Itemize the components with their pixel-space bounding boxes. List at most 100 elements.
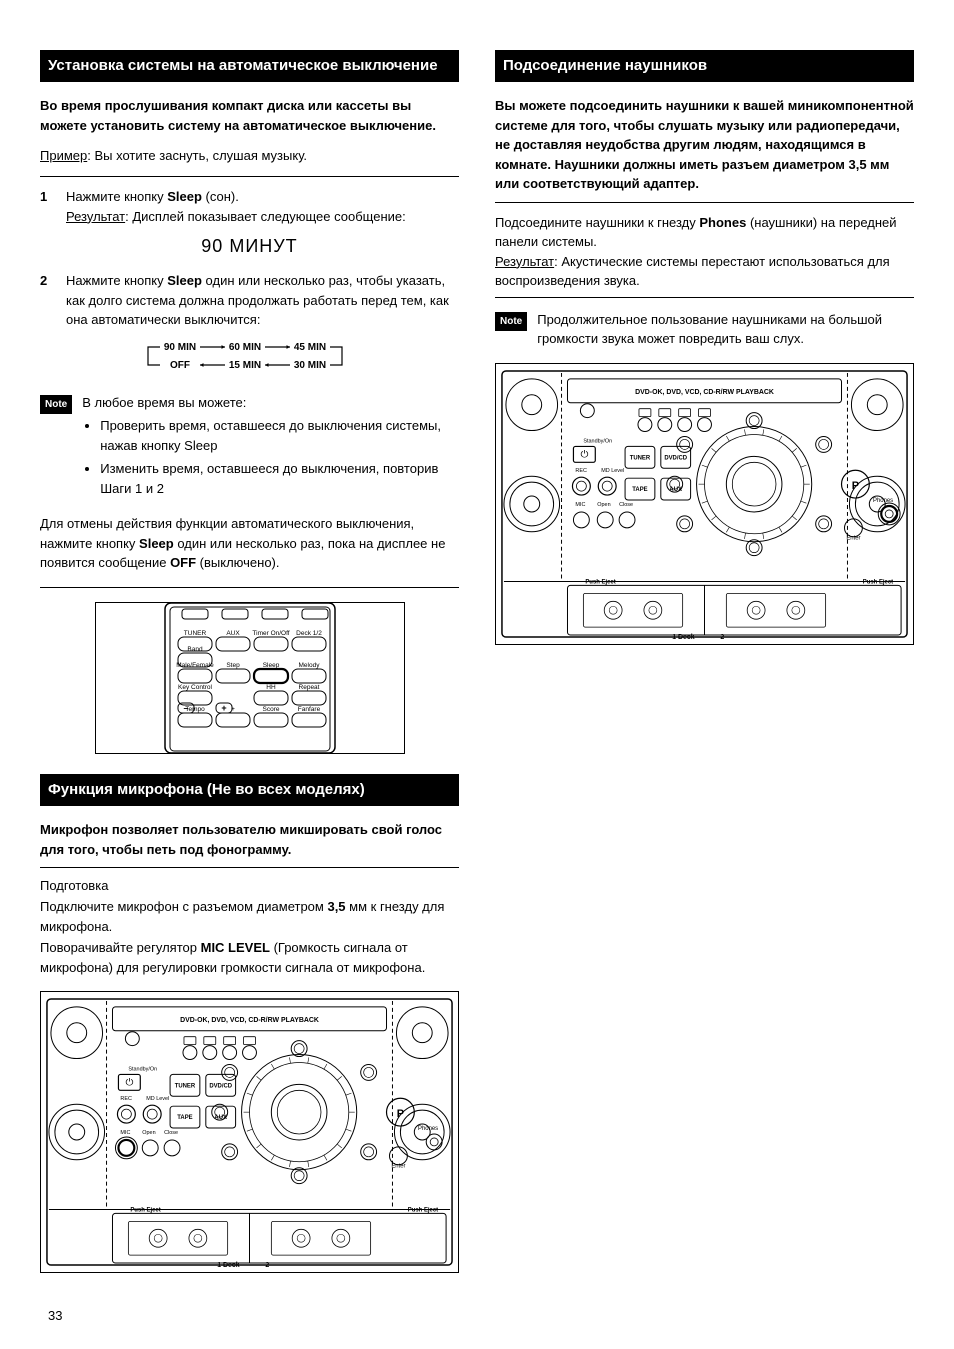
rule [40,587,459,588]
svg-text:⏻: ⏻ [580,449,588,460]
display-90min: 90 МИНУТ [40,236,459,257]
svg-text:45 MIN: 45 MIN [293,342,325,353]
svg-text:TAPE: TAPE [632,487,647,493]
step1-result: Результат: Дисплей показывает следующее … [66,207,459,227]
svg-text:Phones: Phones [418,1126,438,1132]
svg-text:Push Eject: Push Eject [585,579,615,585]
device-diagram-frame-right: DVD-OK, DVD, VCD, CD-R/RW PLAYBACK Standb… [495,363,914,645]
mic-body-1: Подключите микрофон с разъемом диаметром… [40,897,459,936]
result-label: Результат [66,209,125,224]
step2-sleep: Sleep [167,273,202,288]
svg-text:Push Eject: Push Eject [408,1207,438,1213]
cancel-e: (выключено). [196,555,279,570]
svg-text:TAPE: TAPE [177,1115,192,1121]
svg-text:Timer On/Off: Timer On/Off [252,630,289,637]
svg-text:MD Level: MD Level [146,1096,169,1102]
note-intro: В любое время вы можете: [82,395,246,410]
mic-intro: Микрофон позволяет пользователю микширов… [40,820,459,859]
svg-text:Open: Open [142,1130,155,1136]
hp-result-text: : Акустические системы перестают использ… [495,254,890,289]
svg-text:MD Level: MD Level [601,468,624,474]
svg-text:HH: HH [266,684,276,691]
svg-text:Sleep: Sleep [262,662,279,669]
svg-text:AUX: AUX [226,630,240,637]
hp-note-block: Note Продолжительное пользование наушник… [495,310,914,349]
svg-text:Standby/On: Standby/On [583,438,612,444]
svg-text:Close: Close [164,1130,178,1136]
svg-text:TUNER: TUNER [175,1083,196,1089]
svg-text:Push Eject: Push Eject [863,579,893,585]
hp-result-label: Результат [495,254,554,269]
cancel-text: Для отмены действия функции автоматическ… [40,514,459,573]
section-title-sleep: Установка системы на автоматическое выкл… [40,50,459,82]
section-title-mic: Функция микрофона (Не во всех моделях) [40,774,459,806]
svg-text:MIC: MIC [575,502,585,508]
mic-a: Подключите микрофон с разъемом диаметром [40,899,327,914]
note-item: Проверить время, оставшееся до выключени… [100,416,459,455]
svg-text:DVD-OK, DVD, VCD, CD-R/RW PLAY: DVD-OK, DVD, VCD, CD-R/RW PLAYBACK [180,1017,319,1024]
svg-text:1 Deck: 1 Deck [672,634,695,641]
svg-text:Push Eject: Push Eject [130,1207,160,1213]
svg-text:Open: Open [597,502,610,508]
svg-text:MIC: MIC [120,1130,130,1136]
step1-text-c: (сон). [202,189,239,204]
step-2: 2 Нажмите кнопку Sleep один или нескольк… [40,271,459,330]
headphones-intro: Вы можете подсоединить наушники к вашей … [495,96,914,194]
svg-text:Fanfare: Fanfare [297,706,320,713]
step2-text-a: Нажмите кнопку [66,273,167,288]
mic-body-2: Поворачивайте регулятор MIC LEVEL (Громк… [40,938,459,977]
cancel-b: Sleep [139,536,174,551]
svg-text:1 Deck: 1 Deck [217,1262,240,1269]
sleep-intro: Во время прослушивания компакт диска или… [40,96,459,135]
sleep-example: Пример: Вы хотите заснуть, слушая музыку… [40,148,459,163]
svg-text:DVD/CD: DVD/CD [664,455,687,461]
step1-text-a: Нажмите кнопку [66,189,167,204]
svg-text:Close: Close [619,502,633,508]
note-list: Проверить время, оставшееся до выключени… [82,416,459,498]
cancel-d: OFF [170,555,196,570]
example-label: Пример [40,148,87,163]
note-badge: Note [40,395,72,414]
rule [40,867,459,868]
svg-text:TUNER: TUNER [630,455,651,461]
svg-text:Step: Step [226,662,240,669]
svg-text:REC: REC [120,1096,132,1102]
result-text: : Дисплей показывает следующее сообщение… [125,209,406,224]
device-diagram-frame-left: DVD-OK, DVD, VCD, CD-R/RW PLAYBACK Standb… [40,991,459,1273]
headphones-step: Подсоедините наушники к гнезду Phones (н… [495,213,914,291]
note-item: Изменить время, оставшееся до выключения… [100,459,459,498]
hp-b: Phones [699,215,746,230]
mic-prep-label: Подготовка [40,878,459,893]
svg-text:⏻: ⏻ [125,1077,133,1088]
page-number: 33 [48,1308,62,1323]
svg-text:90 MIN: 90 MIN [163,342,195,353]
svg-text:Score: Score [262,706,279,713]
svg-text:DVD-OK, DVD, VCD, CD-R/RW PLAY: DVD-OK, DVD, VCD, CD-R/RW PLAYBACK [635,389,774,396]
svg-text:60 MIN: 60 MIN [228,342,260,353]
mic-b: 3,5 [327,899,345,914]
step1-sleep: Sleep [167,189,202,204]
svg-text:30 MIN: 30 MIN [293,360,325,371]
rule [495,297,914,298]
svg-text:Deck 1/2: Deck 1/2 [296,630,322,637]
svg-text:P: P [397,1108,404,1120]
sleep-cycle-diagram: 90 MIN60 MIN45 MINOFF15 MIN30 MIN [40,338,459,381]
note-badge: Note [495,312,527,331]
hp-a: Подсоедините наушники к гнезду [495,215,699,230]
svg-text:2: 2 [720,634,724,641]
rule [40,176,459,177]
svg-text:Standby/On: Standby/On [128,1066,157,1072]
svg-text:+: + [221,703,226,713]
svg-text:OFF: OFF [170,360,190,371]
svg-text:–: – [183,703,188,713]
mic-e: MIC LEVEL [201,940,270,955]
remote-diagram-frame: TUNERAUXTimer On/OffDeck 1/2BandMale/Fem… [95,602,405,754]
svg-text:2: 2 [265,1262,269,1269]
svg-text:Key Control: Key Control [178,684,213,691]
svg-text:P: P [852,480,859,492]
step-1: 1 Нажмите кнопку Sleep (сон). Результат:… [40,187,459,226]
mic-d: Поворачивайте регулятор [40,940,201,955]
example-text: Вы хотите заснуть, слушая музыку. [94,148,307,163]
svg-text:Male/Female: Male/Female [176,662,214,669]
rule [495,202,914,203]
